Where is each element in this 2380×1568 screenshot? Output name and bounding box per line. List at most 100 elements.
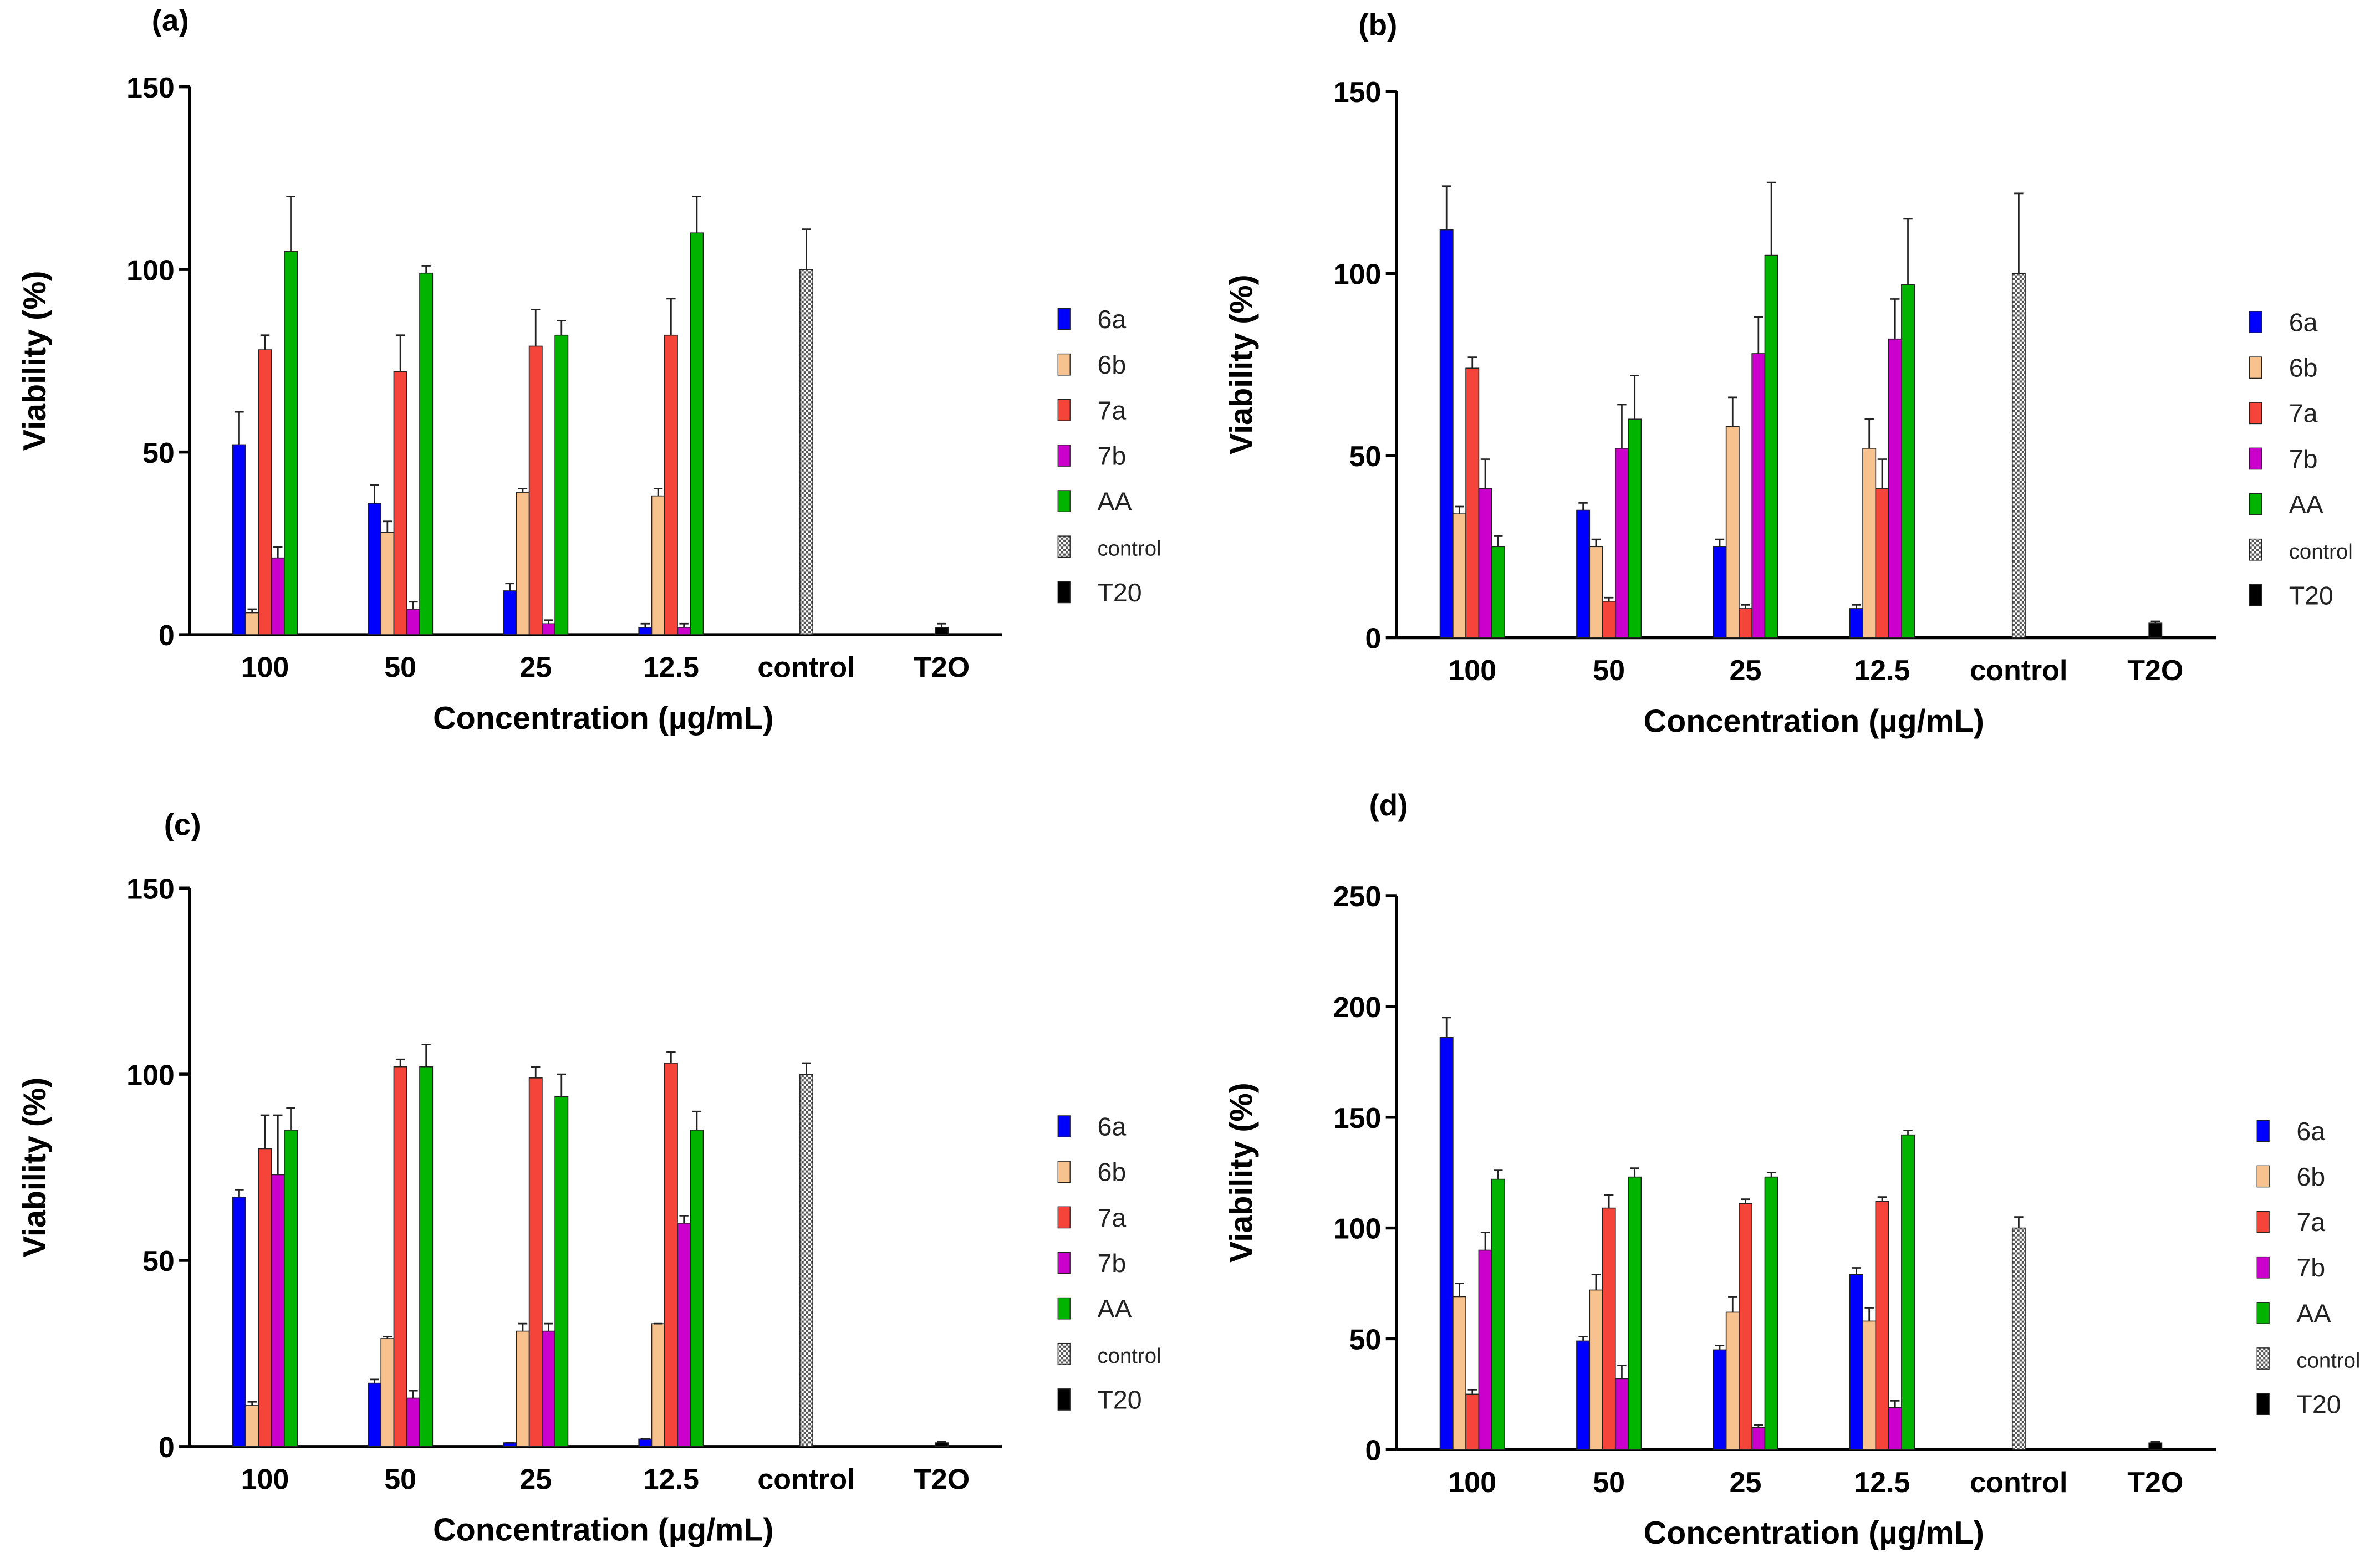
bar xyxy=(1713,1349,1727,1450)
error-bar xyxy=(653,488,663,496)
legend-label: AA xyxy=(1097,1294,1132,1323)
error-bar xyxy=(395,1058,405,1067)
y-tick-label: 50 xyxy=(142,437,175,469)
x-tick-label: 25 xyxy=(519,652,552,684)
bar xyxy=(1764,254,1778,639)
bar xyxy=(1849,608,1863,639)
bar xyxy=(1725,426,1740,639)
bar xyxy=(1901,284,1915,639)
legend-label: 7a xyxy=(1097,396,1126,425)
bar xyxy=(1478,488,1492,639)
legend-label: 6b xyxy=(1097,1158,1126,1187)
legend-swatch xyxy=(2249,538,2262,561)
error-bar xyxy=(1467,1389,1477,1395)
bar xyxy=(245,1405,259,1447)
x-tick-label: control xyxy=(1970,1467,2067,1499)
error-bar xyxy=(1864,418,1874,448)
bar xyxy=(664,1063,678,1447)
panel-label: (b) xyxy=(1358,8,1397,42)
bar xyxy=(1614,1378,1629,1450)
bar xyxy=(1465,1393,1480,1450)
x-tick-label: 12.5 xyxy=(643,652,699,684)
y-tick-label: 100 xyxy=(126,254,175,287)
panel-label: (a) xyxy=(152,3,189,37)
error-bar xyxy=(1890,1400,1900,1408)
error-bar xyxy=(1903,1130,1913,1135)
error-bar xyxy=(557,320,567,335)
x-tick-label: 50 xyxy=(1593,1467,1625,1499)
x-tick-label: 100 xyxy=(1448,655,1496,687)
legend-label: 7a xyxy=(2289,399,2318,428)
bar xyxy=(554,334,569,635)
error-bar xyxy=(937,1441,946,1443)
bar xyxy=(368,503,382,635)
error-bar xyxy=(2014,192,2024,274)
bar xyxy=(542,1330,555,1447)
error-bar xyxy=(1728,1296,1737,1312)
bar xyxy=(271,1174,285,1447)
bar xyxy=(690,232,704,635)
error-bar xyxy=(247,608,257,613)
x-axis-label: Concentration (µg/mL) xyxy=(433,701,773,736)
legend-label: T20 xyxy=(1097,1385,1141,1414)
legend-label: 6b xyxy=(2289,354,2318,382)
bar xyxy=(1713,546,1727,639)
bar xyxy=(393,371,407,635)
error-bar xyxy=(383,1336,393,1339)
legend-label: 6b xyxy=(1097,350,1126,379)
x-tick-label: 25 xyxy=(519,1463,552,1495)
error-bar xyxy=(273,1114,283,1175)
panel-label: (d) xyxy=(1369,788,1408,822)
legend-swatch xyxy=(2256,1120,2270,1142)
y-tick-label: 100 xyxy=(1333,259,1382,291)
error-bar xyxy=(692,1110,702,1130)
bar xyxy=(1901,1134,1915,1450)
legend-label: 6a xyxy=(2289,308,2318,336)
bar xyxy=(1751,1427,1766,1450)
bar xyxy=(1491,1178,1505,1450)
error-bar xyxy=(1766,181,1776,256)
error-bar xyxy=(1890,298,1900,339)
error-bar xyxy=(370,1378,379,1383)
x-tick-label: T2O xyxy=(2127,655,2183,687)
x-axis-label: Concentration (µg/mL) xyxy=(1644,703,1984,739)
bar xyxy=(2011,1227,2026,1450)
error-bar xyxy=(640,622,650,627)
y-tick-label: 150 xyxy=(1333,76,1382,109)
error-bar xyxy=(679,622,689,627)
panel: (a) 0 50 100 150 100 50 25 12.5 control T2O Concent… xyxy=(17,3,1161,736)
bar xyxy=(638,627,653,635)
bar xyxy=(258,349,272,635)
legend-label: 7b xyxy=(2296,1253,2325,1282)
bar xyxy=(1875,488,1889,639)
error-bar xyxy=(557,1073,567,1097)
error-bar xyxy=(286,195,295,252)
legend-label: 7b xyxy=(1097,441,1126,470)
error-bar xyxy=(383,520,393,533)
bar xyxy=(799,269,813,635)
legend-swatch xyxy=(2256,1393,2270,1416)
legend-label: 6a xyxy=(1097,1112,1126,1141)
bar xyxy=(1739,1203,1753,1450)
panel-label: (c) xyxy=(164,807,201,841)
error-bar xyxy=(1630,375,1639,420)
bar xyxy=(1602,601,1616,639)
bar xyxy=(651,1323,665,1447)
error-bar xyxy=(286,1107,295,1130)
bar xyxy=(368,1382,382,1447)
x-tick-label: 25 xyxy=(1730,655,1762,687)
panel: (b) 0 50 100 150 100 50 25 12.5 control T2O Concent… xyxy=(1224,8,2353,739)
error-bar xyxy=(802,1062,811,1075)
bar xyxy=(1589,1289,1603,1450)
error-bar xyxy=(1617,1365,1627,1379)
y-axis-label: Viability (%) xyxy=(17,270,53,451)
error-bar xyxy=(544,619,553,624)
error-bar xyxy=(1591,538,1601,547)
x-tick-label: 50 xyxy=(384,1463,416,1495)
error-bar xyxy=(409,601,418,609)
error-bar xyxy=(1617,404,1627,448)
x-axis-label: Concentration (µg/mL) xyxy=(433,1513,773,1548)
y-tick-label: 0 xyxy=(159,1432,175,1464)
error-bar xyxy=(802,228,811,270)
